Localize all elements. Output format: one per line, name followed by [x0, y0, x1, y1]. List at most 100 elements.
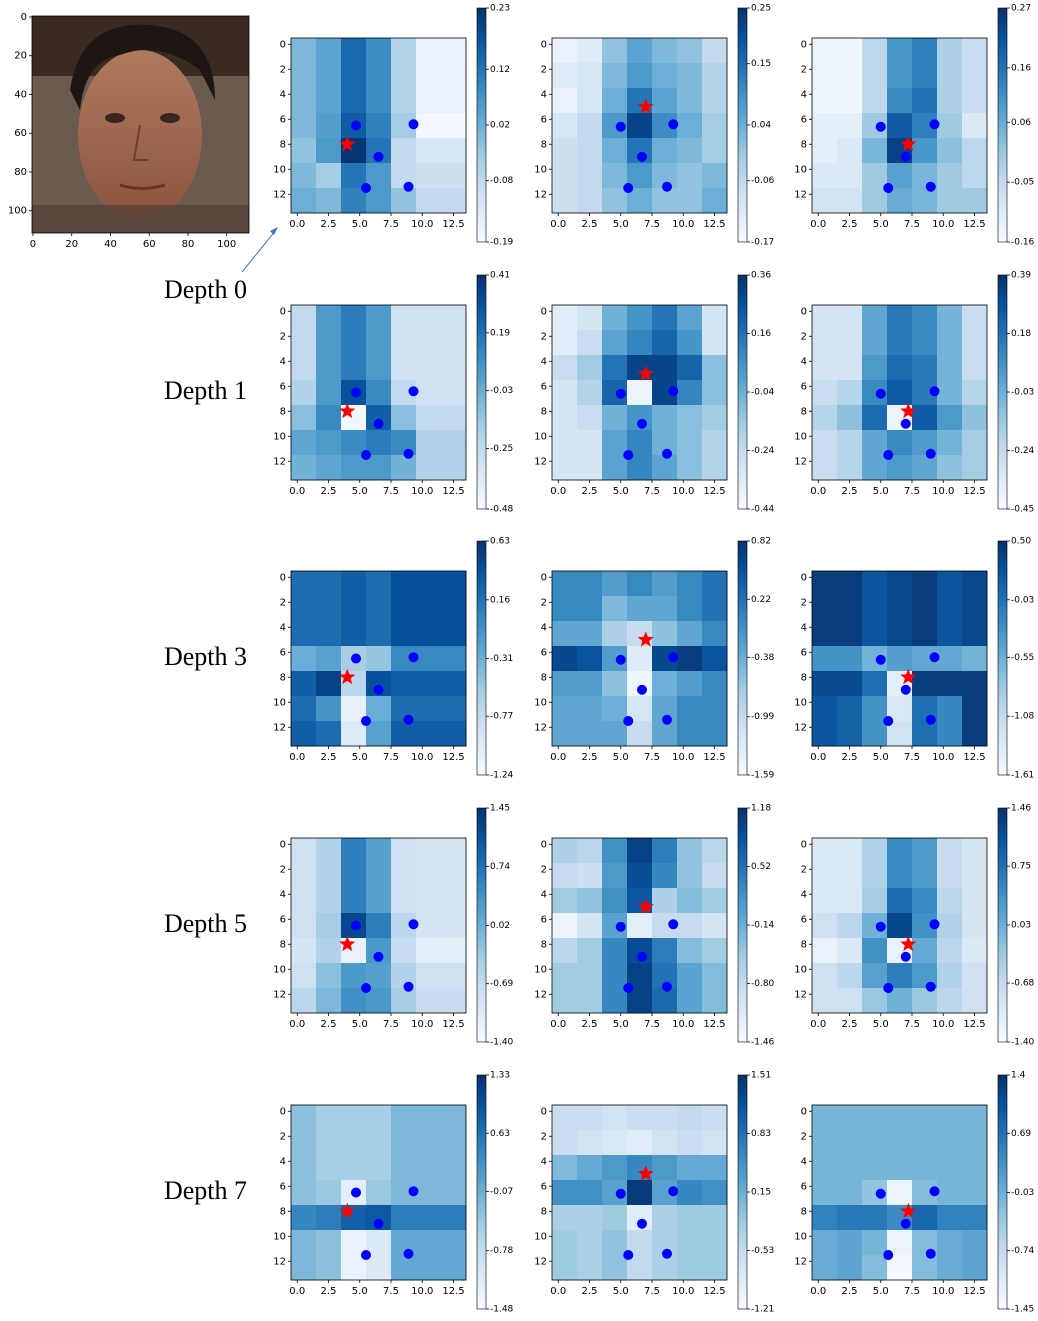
- heatmap-cell: [291, 963, 316, 988]
- heatmap-cell: [912, 888, 937, 913]
- x-tick-label: 12.5: [703, 486, 725, 497]
- y-tick-label: 2: [280, 64, 286, 75]
- heatmap-cell: [366, 988, 391, 1013]
- heatmap-cell: [962, 988, 987, 1013]
- heatmap-cell: [912, 455, 937, 480]
- colorbar-tick-label: 0.27: [1011, 4, 1031, 14]
- heatmap-cell: [652, 455, 677, 480]
- colorbar-tick-label: -0.24: [751, 446, 775, 456]
- x-tick-label: 80: [182, 239, 195, 250]
- x-tick-label: 60: [143, 239, 156, 250]
- colorbar-tick-label: -0.06: [751, 176, 775, 186]
- heatmap-cell: [962, 63, 987, 88]
- heatmap-cell: [962, 1130, 987, 1155]
- colorbar-tick-label: 0.15: [751, 1188, 771, 1198]
- heatmap-cell: [316, 113, 341, 138]
- heatmap-cell: [937, 305, 962, 330]
- colorbar: [738, 8, 747, 242]
- heatmap-cell: [837, 1105, 862, 1130]
- colorbar-tick-label: -0.38: [751, 653, 775, 663]
- heatmap-panel: 0.02.55.07.510.012.50246810120.270.160.0…: [794, 4, 1034, 248]
- heatmap-cell: [887, 913, 912, 938]
- heatmap-cell: [552, 721, 577, 746]
- heatmap-cell: [812, 188, 837, 213]
- heatmap-cell: [441, 355, 466, 380]
- colorbar-tick-label: -0.07: [490, 1187, 513, 1197]
- y-tick-label: 8: [280, 139, 286, 150]
- heatmap-cell: [812, 646, 837, 671]
- colorbar-tick-label: -0.19: [490, 238, 514, 248]
- y-tick-label: 0: [280, 839, 286, 850]
- x-tick-label: 7.5: [644, 486, 660, 497]
- heatmap-cell: [291, 455, 316, 480]
- y-tick-label: 4: [280, 889, 286, 900]
- y-tick-label: 12: [273, 989, 286, 1000]
- heatmap-cell: [937, 621, 962, 646]
- heatmap-cell: [341, 305, 366, 330]
- heatmap-cell: [577, 138, 602, 163]
- point: [901, 685, 911, 695]
- colorbar-tick-label: -0.53: [751, 1246, 774, 1256]
- y-tick-label: 0: [541, 1106, 547, 1117]
- heatmap-cell: [962, 838, 987, 863]
- heatmap-cell: [702, 1205, 727, 1230]
- heatmap-cell: [652, 1130, 677, 1155]
- y-tick-label: 8: [280, 1206, 286, 1217]
- point: [623, 1250, 633, 1260]
- heatmap-cell: [341, 1155, 366, 1180]
- y-tick-label: 8: [541, 406, 547, 417]
- heatmap-cell: [937, 888, 962, 913]
- heatmap-cell: [677, 938, 702, 963]
- heatmap-cell: [602, 63, 627, 88]
- heatmap-cell: [602, 696, 627, 721]
- heatmap-cell: [291, 1230, 316, 1255]
- colorbar-tick-label: -0.17: [751, 238, 774, 248]
- heatmap-cell: [837, 1255, 862, 1280]
- heatmap-cell: [912, 1105, 937, 1130]
- heatmap-cell: [416, 355, 441, 380]
- heatmap-cell: [602, 330, 627, 355]
- heatmap-cell: [316, 671, 341, 696]
- heatmap-cell: [366, 621, 391, 646]
- heatmap-cell: [937, 963, 962, 988]
- y-tick-label: 4: [801, 356, 807, 367]
- heatmap-cell: [937, 405, 962, 430]
- heatmap-cell: [416, 621, 441, 646]
- figure: 020406080100020406080100Depth 0Depth 1De…: [0, 0, 1038, 1317]
- x-tick-label: 12.5: [963, 1286, 985, 1297]
- heatmap-cell: [391, 721, 416, 746]
- heatmap-cell: [962, 430, 987, 455]
- heatmap-cell: [937, 1180, 962, 1205]
- heatmap-cell: [316, 963, 341, 988]
- x-tick-label: 7.5: [644, 752, 660, 763]
- heatmap-cell: [652, 88, 677, 113]
- heatmap-cell: [862, 696, 887, 721]
- heatmap-cell: [441, 88, 466, 113]
- heatmap-cell: [962, 596, 987, 621]
- heatmap-cell: [677, 913, 702, 938]
- heatmap-cell: [837, 113, 862, 138]
- y-tick-label: 8: [801, 672, 807, 683]
- point: [637, 1219, 647, 1229]
- y-tick-label: 6: [280, 1181, 286, 1192]
- point: [404, 449, 414, 459]
- heatmap-cell: [391, 355, 416, 380]
- point: [351, 121, 361, 131]
- x-tick-label: 10.0: [932, 752, 954, 763]
- colorbar-tick-label: -0.08: [490, 176, 514, 186]
- y-tick-label: 2: [801, 331, 807, 342]
- x-tick-label: 2.5: [842, 1019, 858, 1030]
- heatmap-cell: [341, 596, 366, 621]
- point: [668, 1186, 678, 1196]
- heatmap-cell: [677, 1230, 702, 1255]
- heatmap-cell: [677, 888, 702, 913]
- x-tick-label: 5.0: [352, 219, 368, 230]
- x-tick-label: 2.5: [582, 752, 598, 763]
- colorbar-tick-label: 0.12: [490, 65, 510, 75]
- heatmap-cell: [552, 696, 577, 721]
- point: [351, 388, 361, 398]
- heatmap-cell: [937, 1130, 962, 1155]
- colorbar-tick-label: -0.14: [751, 921, 775, 931]
- heatmap-cell: [416, 696, 441, 721]
- heatmap-cell: [862, 405, 887, 430]
